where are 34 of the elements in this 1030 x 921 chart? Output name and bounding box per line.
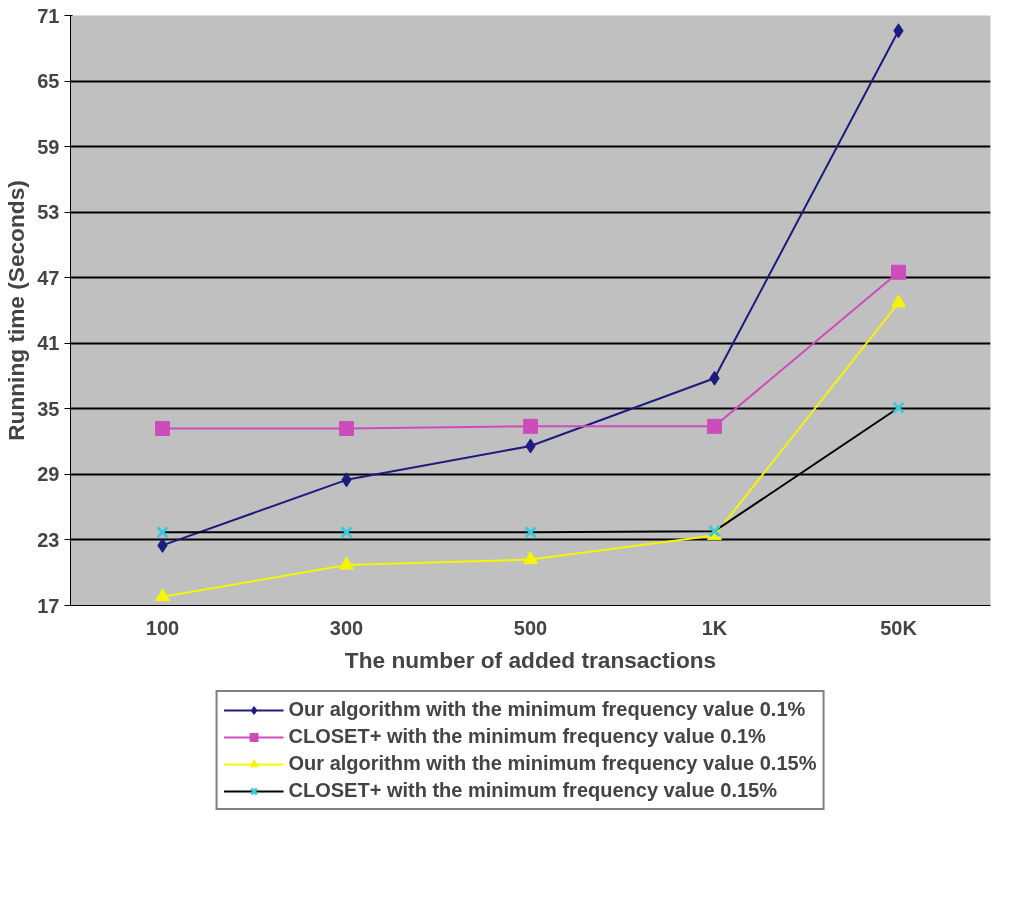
y-tick-label: 53 (37, 201, 60, 224)
point (891, 294, 906, 308)
y-tick-label: 17 (37, 594, 60, 617)
x-tick-label: 500 (513, 616, 548, 639)
legend-label: CLOSET+ with the minimum frequency value 0.15% (288, 779, 778, 802)
point (155, 588, 170, 602)
y-tick-label: 23 (37, 528, 60, 551)
point (524, 525, 537, 539)
point (339, 421, 354, 436)
point (155, 421, 170, 436)
y-tick-label: 29 (37, 463, 60, 486)
y-tick-label: 71 (37, 4, 60, 27)
y-tick-label: 59 (37, 135, 60, 158)
legend-label: CLOSET+ with the minimum frequency value 0.1% (288, 725, 766, 748)
x-axis-title: The number of added transactions (344, 646, 717, 673)
y-tick-label: 41 (37, 332, 60, 355)
point (891, 264, 906, 280)
point (340, 525, 353, 539)
y-tick-label: 65 (37, 70, 60, 93)
legend-label: Our algorithm with the minimum frequency value 0.15% (288, 752, 817, 775)
y-tick-label: 35 (37, 397, 60, 420)
point (523, 418, 538, 434)
point (339, 556, 354, 570)
point (523, 551, 538, 565)
point (156, 525, 169, 539)
y-tick-label: 47 (37, 266, 60, 289)
point (892, 401, 905, 415)
point (707, 418, 722, 434)
x-tick-label: 100 (145, 616, 180, 639)
x-tick-label: 1K (701, 616, 728, 639)
y-axis-title: Running time (Seconds) (3, 180, 30, 441)
x-tick-label: 300 (329, 616, 364, 639)
legend-label: Our algorithm with the minimum frequency value 0.1% (288, 698, 806, 721)
x-tick-label: 50K (880, 616, 918, 639)
